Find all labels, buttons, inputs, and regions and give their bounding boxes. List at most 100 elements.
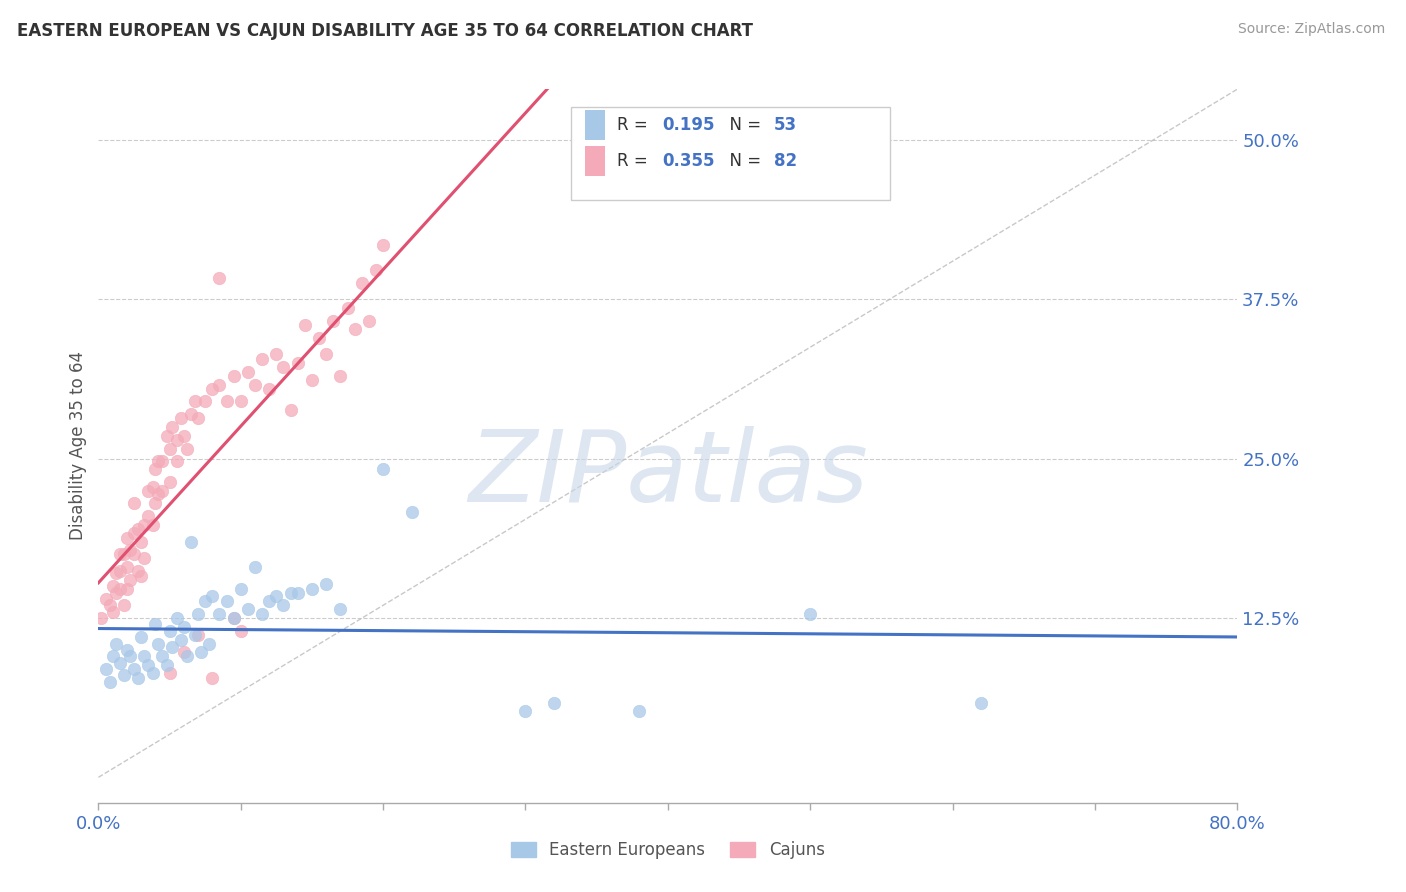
Point	[108, 547, 131, 561]
Point	[136, 658, 159, 673]
Point	[215, 594, 238, 608]
Point	[287, 356, 309, 370]
Point	[152, 483, 174, 498]
Point	[259, 382, 281, 396]
Point	[243, 377, 266, 392]
Point	[159, 665, 181, 680]
Point	[180, 407, 202, 421]
Point	[329, 602, 352, 616]
Point	[108, 582, 131, 596]
Point	[162, 420, 184, 434]
Point	[115, 643, 138, 657]
Point	[94, 662, 117, 676]
Point	[173, 620, 195, 634]
Point	[198, 636, 221, 650]
Text: N =: N =	[718, 116, 766, 134]
Point	[90, 611, 112, 625]
Point	[259, 594, 281, 608]
Point	[132, 551, 155, 566]
Point	[315, 576, 337, 591]
Point	[108, 656, 131, 670]
Point	[132, 518, 155, 533]
Point	[112, 668, 135, 682]
Point	[176, 442, 198, 456]
Point	[250, 607, 273, 622]
Point	[543, 697, 565, 711]
Point	[152, 649, 174, 664]
Point	[184, 627, 207, 641]
Point	[159, 624, 181, 638]
Point	[104, 566, 127, 581]
Point	[127, 522, 149, 536]
Point	[187, 607, 209, 622]
Text: R =: R =	[617, 116, 652, 134]
Point	[94, 591, 117, 606]
Text: Source: ZipAtlas.com: Source: ZipAtlas.com	[1237, 22, 1385, 37]
Point	[799, 607, 821, 622]
Point	[357, 314, 380, 328]
Point	[229, 582, 252, 596]
Point	[101, 579, 124, 593]
Point	[194, 594, 217, 608]
Point	[287, 585, 309, 599]
Point	[122, 496, 145, 510]
Point	[194, 394, 217, 409]
Point	[129, 534, 152, 549]
Text: EASTERN EUROPEAN VS CAJUN DISABILITY AGE 35 TO 64 CORRELATION CHART: EASTERN EUROPEAN VS CAJUN DISABILITY AGE…	[17, 22, 752, 40]
Point	[301, 373, 323, 387]
Point	[250, 352, 273, 367]
Point	[104, 636, 127, 650]
Point	[148, 454, 170, 468]
Point	[401, 505, 423, 519]
Point	[222, 611, 245, 625]
Point	[122, 662, 145, 676]
Point	[308, 331, 330, 345]
Bar	[571, 107, 890, 200]
Point	[118, 573, 141, 587]
Point	[273, 359, 295, 374]
Point	[266, 590, 288, 604]
Point	[159, 442, 181, 456]
Point	[215, 394, 238, 409]
Point	[141, 518, 163, 533]
Point	[236, 365, 259, 379]
Point	[315, 347, 337, 361]
Point	[159, 475, 181, 489]
Point	[190, 645, 212, 659]
Point	[122, 525, 145, 540]
Point	[187, 627, 209, 641]
Point	[166, 433, 188, 447]
Point	[145, 496, 167, 510]
Point	[127, 671, 149, 685]
Point	[970, 697, 993, 711]
Point	[101, 605, 124, 619]
Point	[115, 560, 138, 574]
Point	[329, 368, 352, 383]
Point	[148, 487, 170, 501]
Legend: Eastern Europeans, Cajuns: Eastern Europeans, Cajuns	[505, 835, 831, 866]
Point	[115, 582, 138, 596]
Point	[98, 674, 121, 689]
Point	[145, 617, 167, 632]
Text: ZIPatlas: ZIPatlas	[468, 426, 868, 523]
Point	[132, 649, 155, 664]
Point	[166, 454, 188, 468]
Point	[628, 704, 651, 718]
Point	[222, 611, 245, 625]
Point	[322, 314, 344, 328]
Point	[180, 534, 202, 549]
Y-axis label: Disability Age 35 to 64: Disability Age 35 to 64	[69, 351, 87, 541]
Point	[294, 318, 316, 332]
Point	[350, 276, 373, 290]
Point	[515, 704, 537, 718]
Point	[280, 585, 302, 599]
Point	[145, 462, 167, 476]
Point	[170, 411, 193, 425]
Point	[173, 429, 195, 443]
Point	[129, 569, 152, 583]
Point	[236, 602, 259, 616]
Point	[373, 462, 395, 476]
Point	[229, 624, 252, 638]
Point	[208, 607, 231, 622]
Point	[266, 347, 288, 361]
